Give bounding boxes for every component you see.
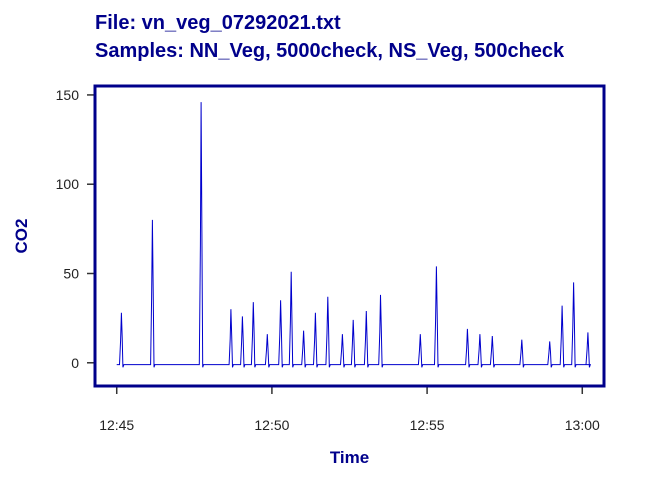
y-tick-label: 150	[56, 87, 80, 103]
x-axis-title: Time	[330, 448, 369, 467]
y-axis-title: CO2	[12, 219, 31, 254]
co2-series-line	[116, 102, 591, 368]
x-tick-label: 13:00	[565, 417, 600, 433]
y-tick-label: 50	[63, 266, 79, 282]
y-tick-label: 100	[56, 176, 80, 192]
file-title: File: vn_veg_07292021.txt	[95, 12, 341, 34]
series-layer	[116, 102, 591, 368]
y-tick-label: 0	[71, 355, 79, 371]
samples-title: Samples: NN_Veg, 5000check, NS_Veg, 500c…	[95, 40, 565, 62]
plot-frame	[93, 84, 606, 388]
y-axis: 0 50 100 150	[56, 87, 94, 371]
x-tick-label: 12:55	[410, 417, 445, 433]
x-tick-label: 12:45	[99, 417, 134, 433]
x-tick-label: 12:50	[254, 417, 289, 433]
x-axis: 12:45 12:50 12:55 13:00	[99, 387, 600, 433]
